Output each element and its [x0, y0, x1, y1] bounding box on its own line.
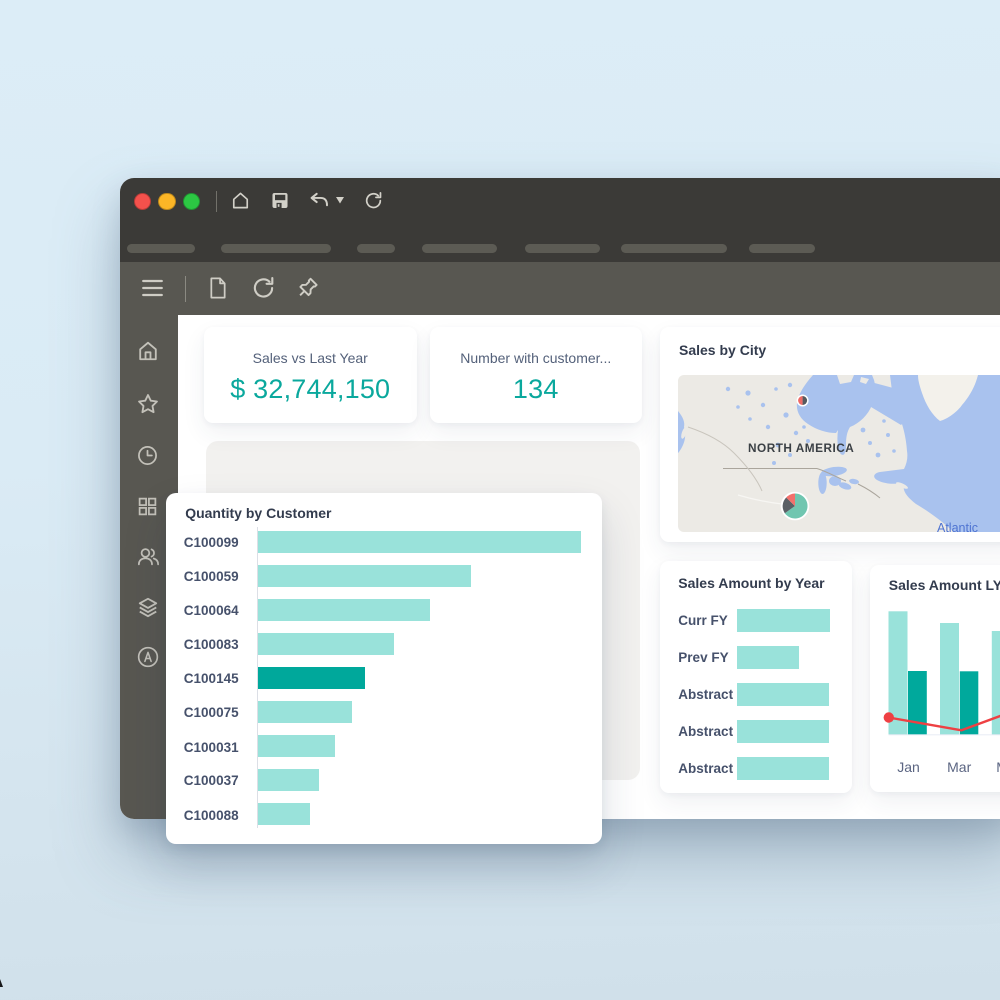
- svg-text:Atlantic: Atlantic: [937, 521, 978, 533]
- svg-text:May: May: [996, 759, 1000, 775]
- svg-text:NORTH AMERICA: NORTH AMERICA: [748, 441, 854, 455]
- svg-text:Mar: Mar: [947, 759, 971, 775]
- svg-text:Jan: Jan: [897, 759, 920, 775]
